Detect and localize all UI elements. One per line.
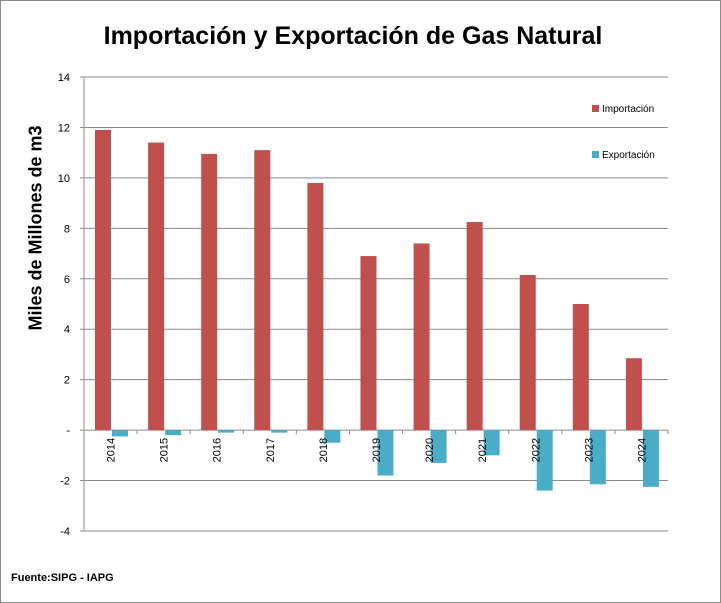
chart-title: Importación y Exportación de Gas Natural: [103, 22, 603, 50]
bar-exportacion: [642, 430, 659, 487]
bar-importacion: [466, 222, 483, 431]
legend-swatch: [592, 105, 599, 112]
y-tick-label: -: [66, 425, 70, 437]
x-tick-label: 2017: [265, 438, 277, 462]
bar-importacion: [254, 150, 271, 431]
x-tick-label: 2020: [424, 438, 436, 462]
x-tick-label: 2023: [583, 438, 595, 462]
y-tick-label: 12: [58, 122, 70, 134]
bar-importacion: [519, 274, 536, 431]
x-tick-label: 2024: [636, 438, 648, 462]
bar-exportacion: [483, 430, 500, 456]
bar-exportacion: [536, 430, 553, 491]
bar-exportacion: [165, 430, 182, 436]
bar-importacion: [413, 243, 430, 431]
y-tick-label: 8: [64, 223, 70, 235]
legend-label: Exportación: [602, 150, 655, 161]
bar-exportacion: [377, 430, 394, 476]
bar-importacion: [307, 182, 324, 431]
bar-importacion: [201, 153, 218, 431]
y-tick-label: 6: [64, 274, 70, 286]
legend-swatch: [592, 151, 599, 158]
legend-label: Importación: [602, 104, 654, 115]
x-tick-label: 2022: [530, 438, 542, 462]
bar-exportacion: [430, 430, 447, 463]
bar-importacion: [572, 304, 589, 431]
x-tick-label: 2016: [212, 438, 224, 462]
bar-importacion: [95, 129, 111, 431]
x-tick-label: 2021: [477, 438, 489, 462]
y-tick-label: -2: [60, 476, 70, 488]
bar-importacion: [625, 358, 642, 431]
x-tick-label: 2019: [371, 438, 383, 462]
y-tick-label: 10: [58, 173, 70, 185]
y-tick-label: 4: [64, 324, 70, 336]
y-tick-label: 14: [58, 72, 70, 84]
bar-exportacion: [112, 430, 128, 437]
x-tick-label: 2018: [318, 438, 330, 462]
bar-importacion: [148, 142, 165, 431]
x-tick-label: 2014: [106, 438, 118, 462]
y-tick-label: 2: [64, 375, 70, 387]
bar-importacion: [360, 256, 377, 431]
x-tick-label: 2015: [159, 438, 171, 462]
source-note: Fuente:SIPG - IAPG: [11, 572, 114, 584]
bar-exportacion: [218, 430, 235, 433]
bar-exportacion: [324, 430, 341, 443]
bar-exportacion: [271, 430, 288, 433]
bar-exportacion: [589, 430, 606, 485]
y-tick-label: -4: [60, 526, 70, 538]
